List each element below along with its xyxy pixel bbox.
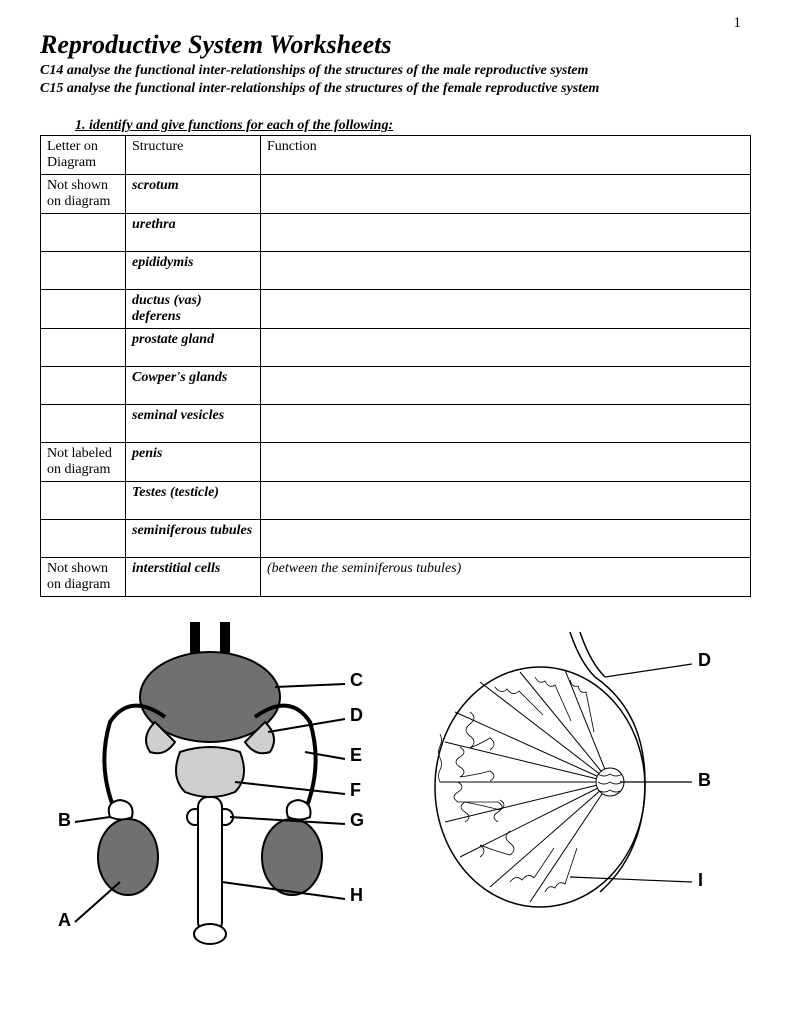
cell-structure: seminiferous tubules <box>126 520 261 558</box>
page-number: 1 <box>734 15 742 32</box>
cell-structure: urethra <box>126 214 261 252</box>
table-row: ductus (vas) deferens <box>41 290 751 329</box>
cell-structure: Testes (testicle) <box>126 482 261 520</box>
cell-letter: Not labeled on diagram <box>41 443 126 482</box>
cell-function[interactable] <box>261 175 751 214</box>
diagram-label-b: B <box>58 810 71 831</box>
cell-function[interactable] <box>261 290 751 329</box>
diagram-label-c: C <box>350 670 363 691</box>
table-row: Not labeled on diagram penis <box>41 443 751 482</box>
diagram-label-g: G <box>350 810 364 831</box>
diagram-label-a: A <box>58 910 71 931</box>
cell-structure: penis <box>126 443 261 482</box>
cell-letter[interactable] <box>41 329 126 367</box>
table-row: Not shown on diagram scrotum <box>41 175 751 214</box>
diagram-label-e: E <box>350 745 362 766</box>
structure-function-table: Letter on Diagram Structure Function Not… <box>40 135 751 597</box>
table-row: Not shown on diagram interstitial cells … <box>41 558 751 597</box>
cell-letter[interactable] <box>41 482 126 520</box>
col-header-structure: Structure <box>126 136 261 175</box>
cell-function[interactable] <box>261 405 751 443</box>
cell-structure: seminal vesicles <box>126 405 261 443</box>
table-row: seminal vesicles <box>41 405 751 443</box>
cell-function[interactable] <box>261 520 751 558</box>
cell-structure: Cowper's glands <box>126 367 261 405</box>
cell-letter[interactable] <box>41 367 126 405</box>
diagram-label-b2: B <box>698 770 711 791</box>
table-row: urethra <box>41 214 751 252</box>
cell-function[interactable]: (between the seminiferous tubules) <box>261 558 751 597</box>
cell-letter: Not shown on diagram <box>41 175 126 214</box>
cell-letter[interactable] <box>41 214 126 252</box>
subtitle-c14: C14 analyse the functional inter-relatio… <box>40 62 751 80</box>
diagram-label-h: H <box>350 885 363 906</box>
cell-function[interactable] <box>261 443 751 482</box>
cell-function[interactable] <box>261 252 751 290</box>
table-row: Testes (testicle) <box>41 482 751 520</box>
cell-structure: scrotum <box>126 175 261 214</box>
table-row: epididymis <box>41 252 751 290</box>
cell-function[interactable] <box>261 214 751 252</box>
cell-structure: ductus (vas) deferens <box>126 290 261 329</box>
cell-function[interactable] <box>261 329 751 367</box>
table-header-row: Letter on Diagram Structure Function <box>41 136 751 175</box>
col-header-letter: Letter on Diagram <box>41 136 126 175</box>
diagram-label-i: I <box>698 870 703 891</box>
diagram-label-d2: D <box>698 650 711 671</box>
cell-structure: prostate gland <box>126 329 261 367</box>
cell-letter[interactable] <box>41 405 126 443</box>
table-row: Cowper's glands <box>41 367 751 405</box>
cell-function[interactable] <box>261 367 751 405</box>
subtitle-c15: C15 analyse the functional inter-relatio… <box>40 80 751 98</box>
diagram-male-system: A B C D E F G H <box>50 622 380 952</box>
cell-structure: interstitial cells <box>126 558 261 597</box>
cell-letter: Not shown on diagram <box>41 558 126 597</box>
col-header-function: Function <box>261 136 751 175</box>
cell-letter[interactable] <box>41 520 126 558</box>
table-row: prostate gland <box>41 329 751 367</box>
diagram-testis-section: D B I <box>420 622 720 952</box>
cell-letter[interactable] <box>41 252 126 290</box>
page-title: Reproductive System Worksheets <box>40 30 751 60</box>
diagrams-container: A B C D E F G H <box>40 622 751 952</box>
cell-function[interactable] <box>261 482 751 520</box>
cell-structure: epididymis <box>126 252 261 290</box>
diagram-label-d: D <box>350 705 363 726</box>
cell-letter[interactable] <box>41 290 126 329</box>
diagram-label-f: F <box>350 780 361 801</box>
question-1: 1. identify and give functions for each … <box>75 118 751 134</box>
table-row: seminiferous tubules <box>41 520 751 558</box>
